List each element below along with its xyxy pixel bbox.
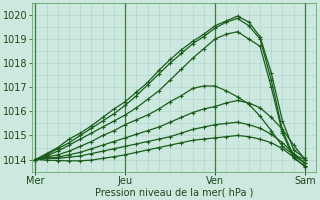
X-axis label: Pression niveau de la mer( hPa ): Pression niveau de la mer( hPa ) xyxy=(95,187,253,197)
